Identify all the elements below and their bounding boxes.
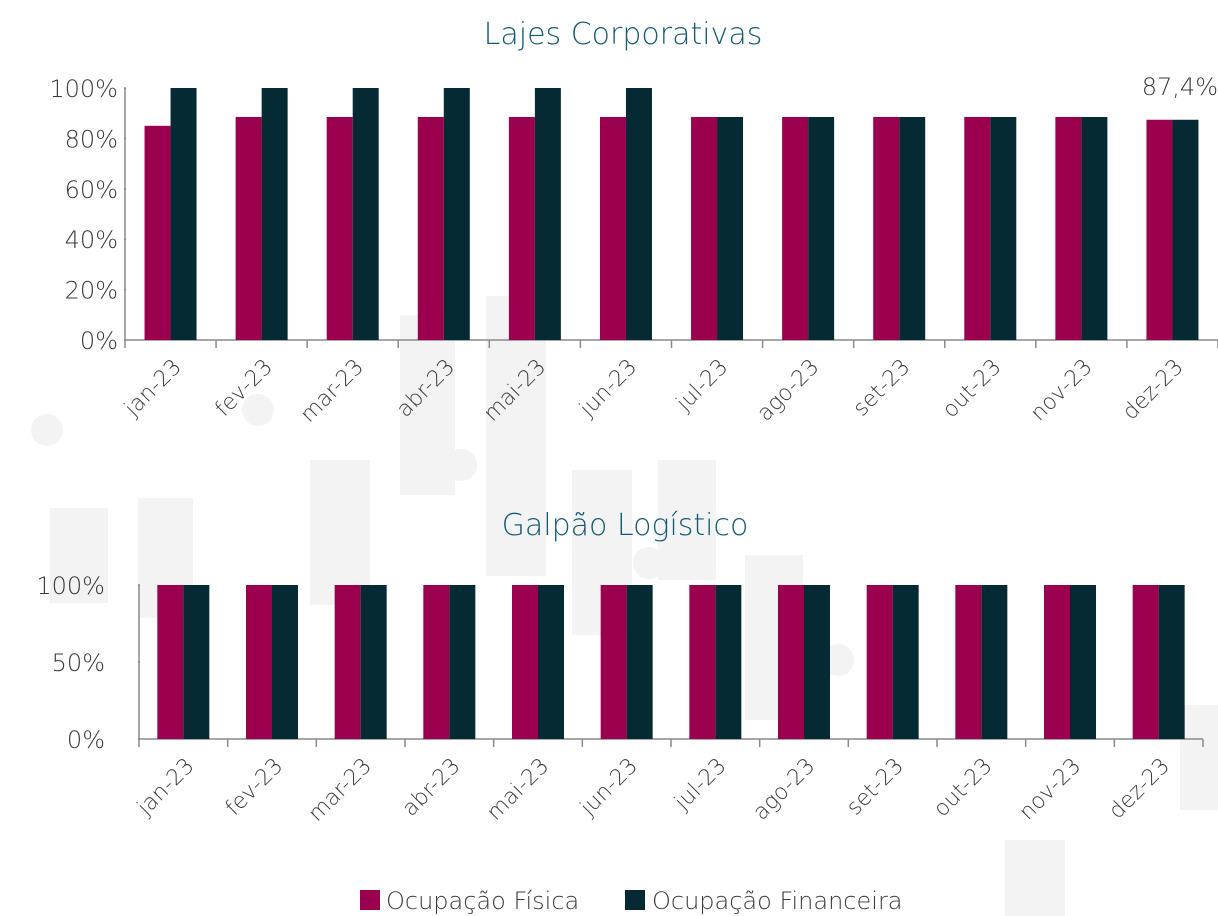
bar	[145, 126, 171, 340]
x-tick-label: jan-23	[119, 355, 187, 423]
x-tick-label: mar-23	[304, 754, 377, 827]
bar	[444, 88, 470, 340]
bar	[509, 117, 535, 340]
bar	[893, 585, 919, 739]
x-tick-label: jul-23	[671, 355, 733, 417]
y-tick-label: 100%	[49, 75, 118, 103]
bar	[804, 585, 830, 739]
bar	[272, 585, 298, 739]
x-tick-label: fev-23	[221, 754, 288, 821]
bar	[183, 585, 209, 739]
bar	[262, 88, 288, 340]
bar	[535, 88, 561, 340]
bar	[538, 585, 564, 739]
bar	[955, 585, 981, 739]
x-tick-label: abr-23	[398, 754, 466, 822]
bar	[353, 88, 379, 340]
legend: Ocupação Física Ocupação Financeira	[360, 887, 903, 915]
bar	[867, 585, 893, 739]
chart-title: Galpão Logístico	[502, 508, 749, 543]
bar	[246, 585, 272, 739]
bar	[782, 117, 808, 340]
bar	[418, 117, 444, 340]
bar	[964, 117, 990, 340]
bar	[981, 585, 1007, 739]
data-label: 87,4%	[1142, 73, 1218, 101]
bar	[715, 585, 741, 739]
x-tick-label: nov-23	[1015, 754, 1087, 826]
x-tick-label: ago-23	[748, 754, 820, 826]
x-tick-label: dez-23	[1104, 754, 1175, 825]
y-tick-label: 100%	[36, 572, 105, 600]
y-tick-label: 60%	[65, 176, 118, 204]
x-tick-label: dez-23	[1118, 355, 1189, 426]
bar	[691, 117, 717, 340]
x-tick-label: jun-23	[575, 754, 643, 822]
y-tick-label: 40%	[65, 226, 118, 254]
y-tick-label: 80%	[65, 125, 118, 153]
bar	[1070, 585, 1096, 739]
bar	[1159, 585, 1185, 739]
bar	[778, 585, 804, 739]
bar	[808, 117, 834, 340]
bar	[157, 585, 183, 739]
y-tick-label: 50%	[52, 649, 105, 677]
bar	[361, 585, 387, 739]
bar	[236, 117, 262, 340]
chart-title: Lajes Corporativas	[484, 17, 763, 52]
bar	[1055, 117, 1081, 340]
legend-label: Ocupação Física	[386, 887, 579, 915]
page: Lajes Corporativas 0% 20% 40% 60% 80% 100% jan-…	[0, 0, 1218, 916]
bar	[171, 88, 197, 340]
bar	[990, 117, 1016, 340]
x-tick-label: ago-23	[753, 355, 825, 427]
bar	[873, 117, 899, 340]
bar	[423, 585, 449, 739]
x-tick-label: jun-23	[574, 355, 642, 423]
x-tick-label: nov-23	[1026, 355, 1098, 427]
bar	[1081, 117, 1107, 340]
bar	[449, 585, 475, 739]
y-tick-label: 0%	[80, 327, 118, 355]
x-tick-label: jul-23	[669, 754, 731, 816]
legend-swatch	[360, 890, 380, 910]
x-tick-label: set-23	[842, 754, 909, 821]
y-tick-label: 20%	[65, 277, 118, 305]
bar	[1133, 585, 1159, 739]
x-tick-label: out-23	[929, 754, 998, 823]
x-tick-label: jan-23	[132, 754, 200, 822]
bar	[512, 585, 538, 739]
bar	[600, 117, 626, 340]
legend-label: Ocupação Financeira	[652, 887, 903, 915]
y-tick-label: 0%	[67, 726, 105, 754]
bar	[1044, 585, 1070, 739]
x-tick-label: set-23	[849, 355, 916, 422]
bar	[1172, 120, 1198, 340]
bar	[899, 117, 925, 340]
bar	[327, 117, 353, 340]
bar	[1146, 120, 1172, 340]
charts: Lajes Corporativas 0% 20% 40% 60% 80% 100% jan-…	[36, 17, 1218, 827]
x-tick-label: mai-23	[482, 754, 554, 826]
bar	[626, 88, 652, 340]
bar	[335, 585, 361, 739]
legend-swatch	[625, 890, 645, 910]
bar	[601, 585, 627, 739]
bar	[689, 585, 715, 739]
x-tick-label: mar-23	[296, 355, 369, 428]
bar	[717, 117, 743, 340]
x-tick-label: out-23	[938, 355, 1007, 424]
bar	[627, 585, 653, 739]
